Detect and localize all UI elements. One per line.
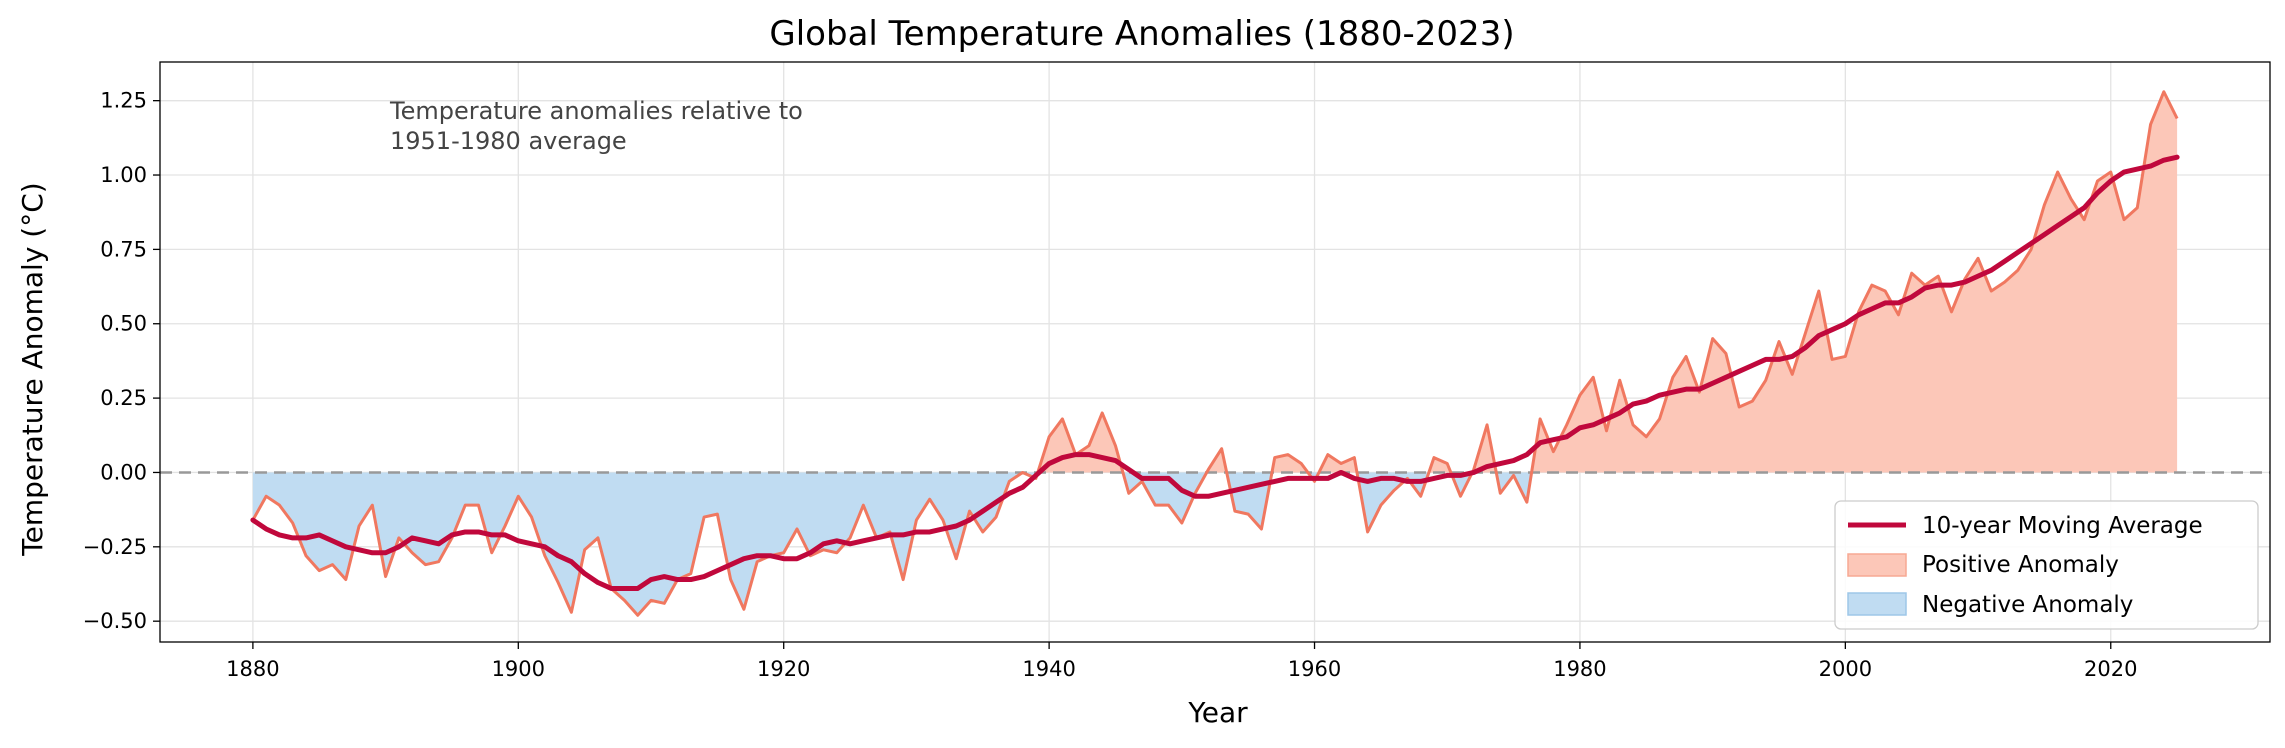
y-tick-label: 1.00 — [100, 163, 147, 187]
positive-anomaly-area — [1022, 91, 2178, 473]
x-tick-label: 1920 — [757, 657, 810, 681]
legend: 10-year Moving Average Positive Anomaly … — [1834, 500, 2259, 630]
y-tick-label: 0.75 — [100, 237, 147, 261]
plot-frame — [159, 61, 2271, 643]
negative-anomaly-area — [252, 472, 1532, 616]
y-tick-label: 1.25 — [100, 89, 147, 113]
baseline-note-line-2: 1951-1980 average — [390, 127, 627, 155]
anomaly-fills — [252, 91, 2178, 616]
x-tick-label: 1980 — [1553, 657, 1606, 681]
legend-box — [1834, 500, 2259, 630]
y-tick-label: −0.25 — [83, 535, 147, 559]
legend-label-negative: Negative Anomaly — [1922, 592, 2133, 618]
x-tick-label: 2000 — [1819, 657, 1872, 681]
legend-negative-swatch — [1847, 592, 1907, 616]
x-tick-label: 1960 — [1288, 657, 1341, 681]
plot-area — [160, 62, 2270, 642]
x-tick-label: 1880 — [226, 657, 279, 681]
y-tick-label: 0.00 — [100, 460, 147, 484]
x-axis-label: Year — [1187, 696, 1248, 729]
y-axis-label: Temperature Anomaly (°C) — [16, 182, 49, 556]
y-tick-label: −0.50 — [83, 609, 147, 633]
chart-title: Global Temperature Anomalies (1880-2023) — [769, 14, 1514, 54]
y-axis-ticks: −0.50 −0.25 0.00 0.25 0.50 0.75 1.00 1.25 — [83, 89, 160, 633]
x-tick-label: 1940 — [1022, 657, 1075, 681]
x-tick-label: 1900 — [492, 657, 545, 681]
legend-positive-swatch — [1847, 553, 1907, 577]
y-tick-label: 0.25 — [100, 386, 147, 410]
y-tick-label: 0.50 — [100, 312, 147, 336]
baseline-note-line-1: Temperature anomalies relative to — [389, 97, 803, 125]
baseline-note: Temperature anomalies relative to 1951-1… — [389, 97, 810, 155]
x-tick-label: 2020 — [2084, 657, 2137, 681]
legend-label-moving-average: 10-year Moving Average — [1922, 513, 2203, 539]
x-axis-ticks: 1880 1900 1920 1940 1960 1980 2000 2020 — [226, 642, 2137, 681]
moving-average-line — [250, 154, 2180, 591]
legend-label-positive: Positive Anomaly — [1922, 552, 2119, 578]
